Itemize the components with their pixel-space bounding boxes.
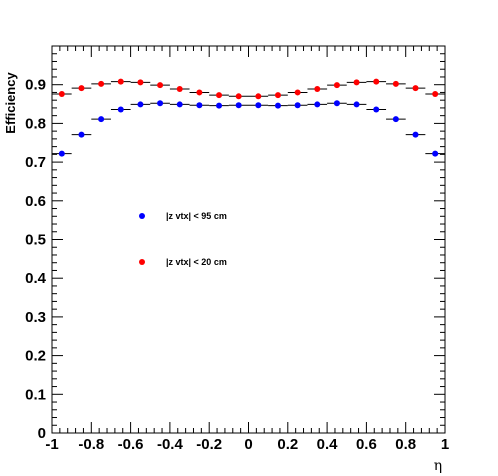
x-axis-title: η: [434, 458, 442, 474]
data-point: [157, 100, 164, 107]
data-point: [157, 82, 164, 89]
data-point: [294, 102, 301, 109]
x-tick-label: 0.4: [317, 436, 339, 453]
data-point: [196, 102, 203, 109]
data-point: [353, 101, 360, 108]
data-point: [58, 150, 65, 157]
x-tick-label: 1: [441, 436, 449, 453]
y-tick-label: 0.5: [25, 232, 46, 249]
data-point: [274, 92, 281, 99]
data-point: [274, 102, 281, 109]
data-point: [117, 78, 124, 85]
data-point: [412, 85, 419, 92]
data-point: [294, 89, 301, 96]
y-tick-label: 0.7: [25, 154, 46, 171]
data-point: [137, 101, 144, 108]
data-point: [137, 79, 144, 86]
axis-ticks: [51, 45, 446, 434]
data-point: [235, 93, 242, 100]
data-point: [78, 131, 85, 138]
y-tick-label: 0.9: [25, 77, 46, 94]
legend-label: |z vtx| < 95 cm: [166, 211, 227, 221]
data-point: [255, 93, 262, 100]
x-tick-label: 0: [244, 436, 252, 453]
x-tick-label: 0.2: [277, 436, 298, 453]
x-tick-label: -1: [45, 436, 58, 453]
data-point: [98, 80, 105, 87]
data-point: [392, 116, 399, 123]
legend-label: |z vtx| < 20 cm: [166, 257, 227, 267]
data-point: [432, 90, 439, 97]
data-point: [196, 89, 203, 96]
y-tick-label: 0.1: [25, 386, 46, 403]
data-point: [117, 106, 124, 113]
y-tick-label: 0.3: [25, 309, 46, 326]
x-tick-label: -0.2: [196, 436, 222, 453]
data-point: [216, 102, 223, 109]
x-tick-label: -0.4: [157, 436, 184, 453]
y-axis-title: Efficiency: [3, 72, 18, 134]
data-point: [432, 150, 439, 157]
data-point: [98, 116, 105, 123]
data-markers: [52, 78, 445, 157]
data-point: [353, 79, 360, 86]
data-point: [176, 85, 183, 92]
x-tick-label: -0.6: [118, 436, 144, 453]
data-point: [392, 80, 399, 87]
y-tick-label: 0.8: [25, 115, 46, 132]
data-point: [373, 106, 380, 113]
data-point: [216, 92, 223, 99]
data-point: [412, 131, 419, 138]
tick-labels: -1 -0.8 -0.6 -0.4 -0.2 0 0.2 0.4 0.6 0.8 1 0 0.1 0.2 0…: [25, 77, 449, 453]
y-tick-label: 0.2: [25, 348, 46, 365]
x-tick-label: -0.8: [78, 436, 104, 453]
y-tick-label: 0: [38, 425, 46, 442]
plot-frame: [51, 45, 446, 434]
data-point: [235, 102, 242, 109]
legend-marker: [139, 213, 145, 219]
y-tick-label: 0.6: [25, 193, 46, 210]
y-tick-label: 0.4: [25, 270, 47, 287]
data-point: [176, 101, 183, 108]
x-tick-label: 0.6: [356, 436, 377, 453]
data-point: [314, 101, 321, 108]
legend: |z vtx| < 95 cm |z vtx| < 20 cm: [139, 211, 227, 267]
x-tick-label: 0.8: [395, 436, 416, 453]
data-point: [333, 82, 340, 89]
legend-marker: [139, 259, 145, 265]
data-point: [333, 100, 340, 107]
data-point: [255, 102, 262, 109]
data-point: [78, 85, 85, 92]
data-point: [373, 78, 380, 85]
data-point: [314, 85, 321, 92]
data-point: [58, 90, 65, 97]
